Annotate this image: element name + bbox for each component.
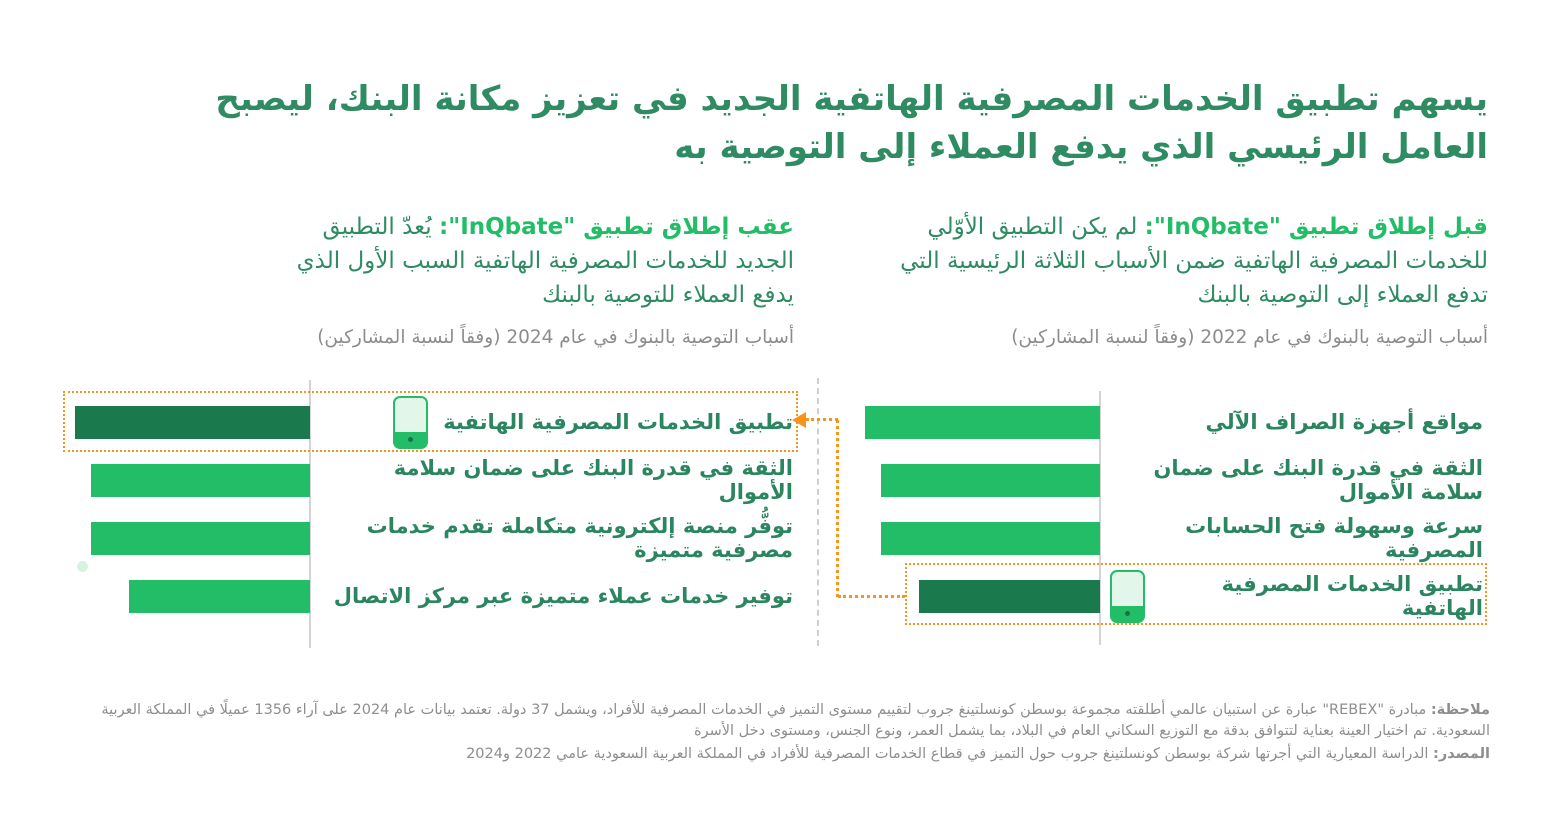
- bar-label: الثقة في قدرة البنك على ضمان سلامة الأمو…: [393, 456, 793, 504]
- chart-row: مواقع أجهزة الصراف الآلي: [865, 393, 1485, 451]
- bar-label: سرعة وسهولة فتح الحسابات المصرفية: [1185, 514, 1483, 562]
- connector-segment: [836, 420, 839, 597]
- bar-mobile-banking-app: [919, 579, 1100, 613]
- bar-call-center-service: [129, 579, 310, 613]
- bar-mobile-banking-app: [75, 405, 310, 439]
- footnote-note: ملاحظة: مبادرة "REBEX" عبارة عن استبيان …: [58, 700, 1490, 742]
- phone-icon: [393, 395, 429, 449]
- bar-label: توفير خدمات عملاء متميزة عبر مركز الاتصا…: [333, 584, 793, 608]
- axis-line-2022: [1099, 391, 1101, 645]
- connector-segment: [806, 418, 838, 421]
- bar-label: مواقع أجهزة الصراف الآلي: [1205, 410, 1483, 434]
- chart-row-highlighted: تطبيق الخدمات المصرفية الهاتفية: [865, 567, 1485, 625]
- bar-atm-locations: [865, 405, 1100, 439]
- chart-row: توفير خدمات عملاء متميزة عبر مركز الاتصا…: [75, 567, 795, 625]
- footnote-source-text: الدراسة المعيارية التي أجرتها شركة بوسطن…: [466, 746, 1434, 763]
- section-heading-after-rest: يُعدّ التطبيق الجديد للخدمات المصرفية ال…: [296, 214, 794, 309]
- connector-segment: [838, 595, 905, 598]
- footnote-source-label: المصدر:: [1433, 746, 1490, 763]
- footnote-note-label: ملاحظة:: [1430, 702, 1490, 718]
- chart-row: الثقة في قدرة البنك على ضمان سلامة الأمو…: [75, 451, 795, 509]
- chart-row: توفُّر منصة إلكترونية متكاملة تقدم خدمات…: [75, 509, 795, 567]
- phone-icon: [1110, 569, 1145, 623]
- bar-digital-platform: [91, 521, 310, 555]
- section-heading-after-launch: عقب إطلاق تطبيق "InQbate": يُعدّ التطبيق…: [266, 210, 794, 312]
- decorative-dot: [77, 561, 88, 572]
- bar-account-opening: [881, 521, 1100, 555]
- highlight-box-2022-mobile-app: [905, 563, 1487, 625]
- axis-line-2024: [309, 380, 311, 648]
- section-heading-before-lead: قبل إطلاق تطبيق "InQbate":: [1144, 214, 1488, 240]
- bar-label: تطبيق الخدمات المصرفية الهاتفية: [1221, 572, 1483, 620]
- chart-subtitle-2022: أسباب التوصية بالبنوك في عام 2022 (وفقاً…: [1011, 327, 1488, 348]
- chart-subtitle-2024: أسباب التوصية بالبنوك في عام 2024 (وفقاً…: [317, 327, 794, 348]
- bar-label: توفُّر منصة إلكترونية متكاملة تقدم خدمات…: [366, 514, 793, 562]
- footnotes: ملاحظة: مبادرة "REBEX" عبارة عن استبيان …: [58, 700, 1490, 767]
- highlight-box-2024-mobile-app: [63, 391, 798, 452]
- chart-row-highlighted: تطبيق الخدمات المصرفية الهاتفية: [75, 393, 795, 451]
- page-title: يسهم تطبيق الخدمات المصرفية الهاتفية الج…: [215, 78, 1488, 168]
- section-divider: [817, 378, 819, 646]
- bar-chart-2022: مواقع أجهزة الصراف الآلي الثقة في قدرة ا…: [865, 393, 1485, 625]
- bar-trust-safety: [881, 463, 1100, 497]
- chart-row: سرعة وسهولة فتح الحسابات المصرفية: [865, 509, 1485, 567]
- section-heading-before-rest: لم يكن التطبيق الأوّلي للخدمات المصرفية …: [900, 214, 1488, 309]
- arrow-left-icon: [792, 412, 806, 428]
- bar-label: الثقة في قدرة البنك على ضمان سلامة الأمو…: [1153, 456, 1483, 504]
- bar-chart-2024: تطبيق الخدمات المصرفية الهاتفية الثقة في…: [75, 393, 795, 625]
- section-heading-after-lead: عقب إطلاق تطبيق "InQbate":: [439, 214, 794, 240]
- chart-row: الثقة في قدرة البنك على ضمان سلامة الأمو…: [865, 451, 1485, 509]
- bar-label: تطبيق الخدمات المصرفية الهاتفية: [443, 410, 793, 434]
- footnote-note-text: مبادرة "REBEX" عبارة عن استبيان عالمي أط…: [101, 702, 1490, 740]
- bar-trust-safety: [91, 463, 310, 497]
- section-heading-before-launch: قبل إطلاق تطبيق "InQbate": لم يكن التطبي…: [858, 210, 1488, 312]
- footnote-source: المصدر: الدراسة المعيارية التي أجرتها شر…: [58, 744, 1490, 765]
